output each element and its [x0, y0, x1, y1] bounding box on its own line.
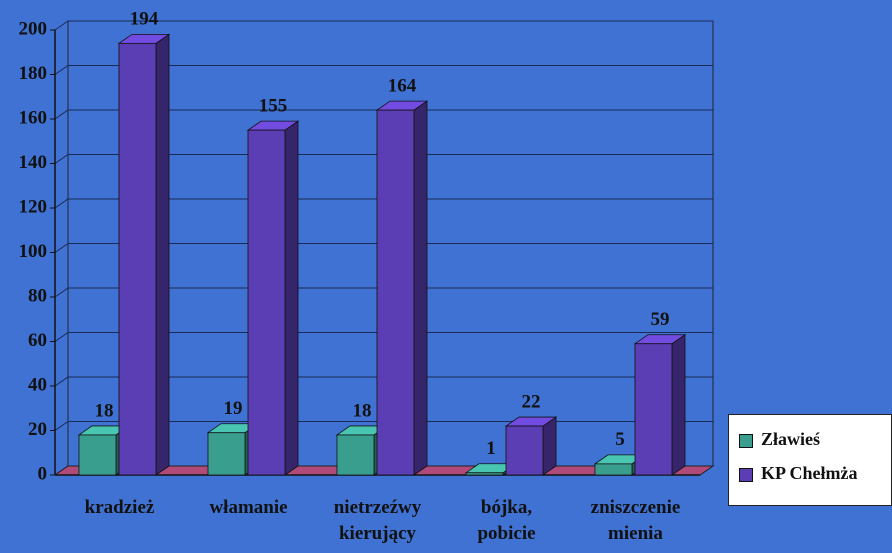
- bar: [634, 343, 673, 476]
- data-label: 155: [259, 95, 288, 116]
- bar-side: [671, 333, 686, 476]
- data-label: 164: [388, 75, 417, 96]
- legend-swatch: [739, 433, 753, 448]
- y-tick-label: 40: [28, 374, 47, 395]
- bar: [465, 472, 504, 476]
- legend-swatch: [739, 467, 753, 482]
- grid-line: [54, 421, 713, 431]
- y-tick-label: 180: [19, 63, 48, 84]
- grid-line: [54, 376, 713, 387]
- bar: [118, 42, 157, 476]
- x-tick-label: włamanie: [209, 497, 288, 518]
- x-tick-label: bójka, pobicie: [477, 497, 536, 544]
- bar-side: [413, 100, 428, 476]
- data-label: 19: [224, 398, 243, 419]
- grid-line: [54, 154, 713, 164]
- grid-line: [54, 243, 713, 253]
- y-tick-label: 200: [19, 18, 48, 39]
- data-label: 18: [353, 400, 372, 421]
- y-tick-label: 100: [19, 241, 48, 262]
- data-label: 1: [486, 438, 496, 459]
- grid-line: [54, 20, 713, 31]
- grid-line: [54, 65, 713, 75]
- y-tick-label: 20: [28, 419, 47, 440]
- bar: [336, 434, 375, 476]
- legend-label: Zławieś: [761, 429, 821, 449]
- x-tick-label: kradzież: [84, 497, 155, 518]
- bar-side: [542, 416, 557, 476]
- y-tick-label: 0: [38, 463, 48, 484]
- y-tick-label: 80: [28, 285, 47, 306]
- data-label: 194: [130, 9, 159, 30]
- bar: [207, 432, 246, 476]
- data-label: 22: [522, 391, 541, 412]
- bar: [376, 109, 415, 476]
- legend-label: KP Chełmża: [761, 463, 858, 483]
- y-tick-label: 160: [19, 107, 48, 128]
- grid-line: [54, 198, 713, 209]
- bar: [247, 129, 286, 476]
- data-label: 59: [651, 309, 670, 330]
- grid-line: [54, 287, 713, 298]
- legend-item: KP Chełmża: [739, 463, 858, 484]
- grid-line: [54, 332, 713, 342]
- data-label: 5: [615, 429, 625, 450]
- bar-side: [155, 33, 170, 476]
- grid-line: [54, 109, 713, 120]
- bar-side: [284, 120, 299, 476]
- y-tick-label: 140: [19, 152, 48, 173]
- legend: Zławieś KP Chełmża: [728, 414, 892, 506]
- data-label: 18: [95, 400, 114, 421]
- y-tick-label: 120: [19, 196, 48, 217]
- x-tick-label: zniszczenie mienia: [590, 497, 681, 544]
- bar: [594, 463, 633, 476]
- x-tick-label: nietrzeźwy kierujący: [333, 497, 422, 544]
- bar: [505, 425, 544, 476]
- bar: [78, 434, 117, 476]
- y-tick-label: 60: [28, 330, 47, 351]
- legend-item: Zławieś: [739, 429, 820, 450]
